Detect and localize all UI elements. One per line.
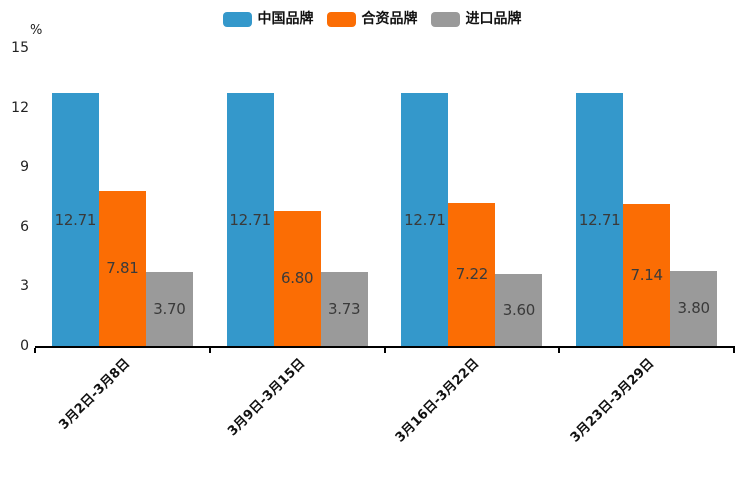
legend-swatch-icon xyxy=(430,11,460,27)
y-tick-label: 15 xyxy=(11,40,29,56)
bar-value-label: 12.71 xyxy=(578,210,621,229)
y-tick-label: 6 xyxy=(20,218,29,235)
bar-value-label: 12.71 xyxy=(54,210,97,229)
y-axis-unit-label: % xyxy=(30,23,43,38)
x-tick-label: 3月2日-3月8日 xyxy=(56,356,133,433)
x-tick-label: 3月16日-3月22日 xyxy=(392,356,483,446)
bar-s2-c3 xyxy=(670,270,718,346)
legend-label: 合资品牌 xyxy=(361,11,418,27)
x-axis-tick-mark xyxy=(558,348,561,353)
legend-item-1[interactable]: 合资品牌 xyxy=(326,10,418,28)
bar-value-label: 3.60 xyxy=(502,301,536,320)
y-tick-label: 0 xyxy=(20,338,29,354)
bar-s1-c3 xyxy=(623,204,671,346)
bar-value-label: 12.71 xyxy=(229,210,271,229)
bar-value-label: 6.80 xyxy=(281,269,314,288)
bar-value-label: 3.80 xyxy=(677,299,711,318)
bar-s0-c2 xyxy=(401,93,449,346)
bar-value-label: 7.14 xyxy=(630,266,664,285)
bar-s0-c0 xyxy=(51,93,99,346)
y-tick-label: 12 xyxy=(11,99,29,116)
bar-value-label: 7.22 xyxy=(455,265,489,284)
chart-legend: 中国品牌 合资品牌 进口品牌 xyxy=(0,10,744,28)
x-axis-tick-mark xyxy=(733,348,735,353)
bar-value-label: 7.81 xyxy=(106,259,139,278)
bar-value-label: 3.73 xyxy=(328,299,361,318)
bar-s1-c2 xyxy=(448,202,496,346)
x-axis-line xyxy=(35,346,735,348)
bar-value-label: 3.70 xyxy=(153,300,186,319)
legend-item-2[interactable]: 进口品牌 xyxy=(430,10,522,28)
bar-s1-c1 xyxy=(273,210,321,346)
bar-s1-c0 xyxy=(98,190,146,346)
x-tick-label: 3月23日-3月29日 xyxy=(567,356,658,446)
bar-value-label: 12.71 xyxy=(404,210,446,229)
bar-s2-c0 xyxy=(145,272,193,346)
legend-swatch-icon xyxy=(222,11,252,27)
y-tick-label: 9 xyxy=(20,159,29,176)
x-axis-tick-mark xyxy=(208,348,211,353)
bar-s2-c1 xyxy=(320,271,368,346)
x-axis-tick-mark xyxy=(34,348,36,353)
bar-s0-c3 xyxy=(576,93,624,346)
legend-label: 进口品牌 xyxy=(465,11,522,27)
legend-label: 中国品牌 xyxy=(257,11,314,27)
x-tick-label: 3月9日-3月15日 xyxy=(224,356,308,440)
y-tick-label: 3 xyxy=(20,278,29,295)
bar-s0-c1 xyxy=(226,93,274,346)
legend-item-0[interactable]: 中国品牌 xyxy=(222,10,314,28)
x-axis-tick-mark xyxy=(383,348,386,353)
bar-s2-c2 xyxy=(495,274,543,346)
legend-swatch-icon xyxy=(326,11,356,27)
